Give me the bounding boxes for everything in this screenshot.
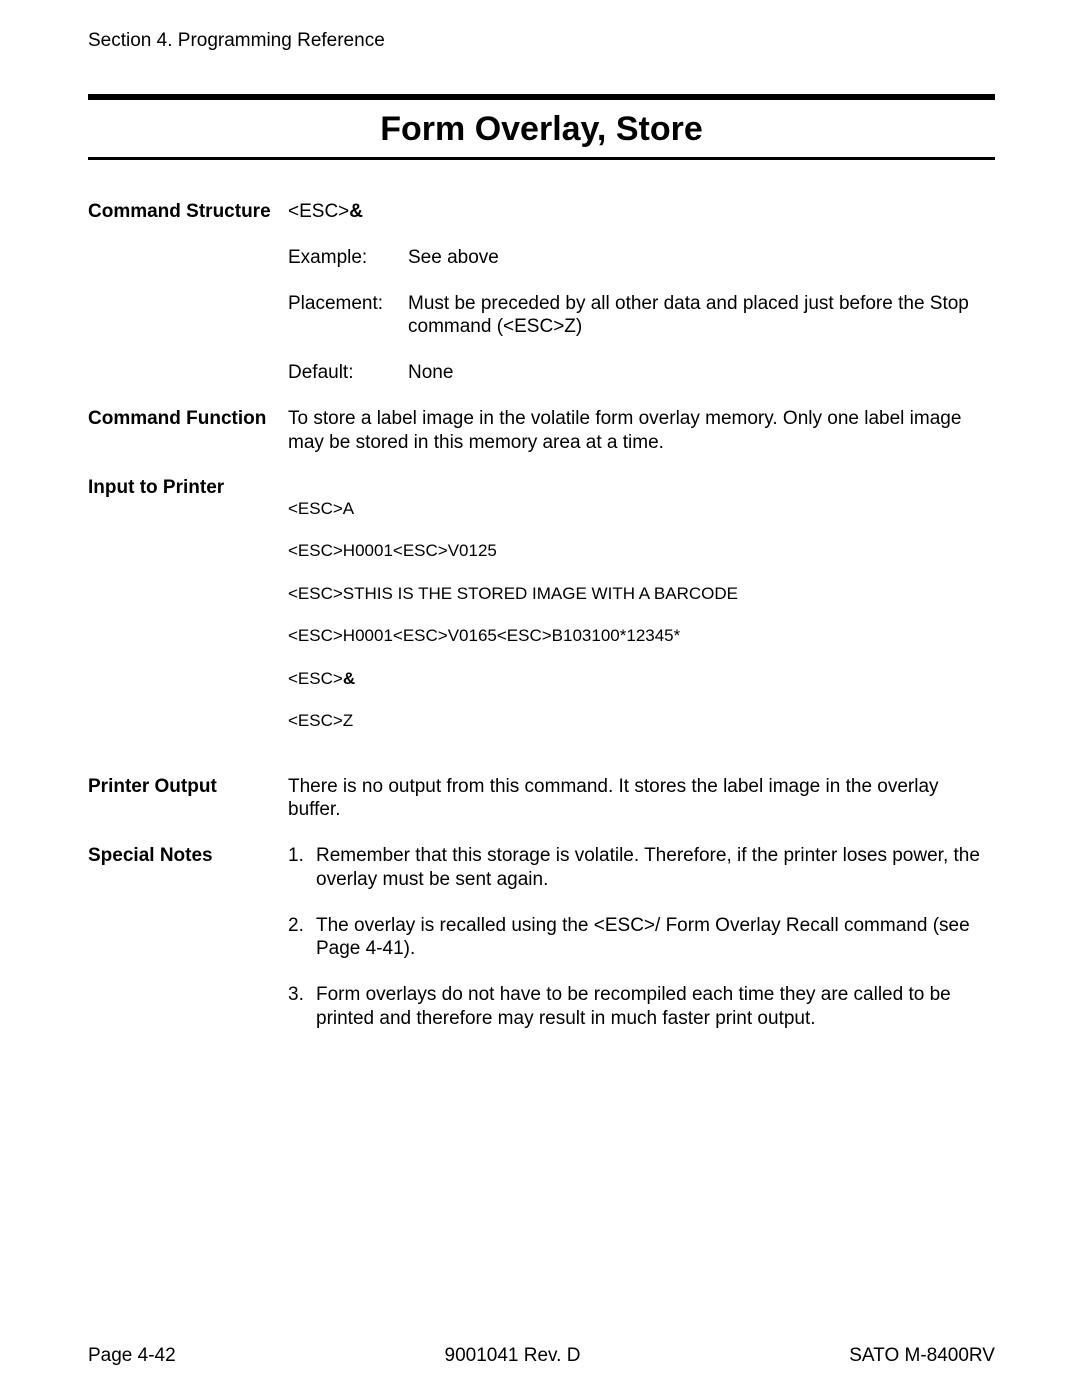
row-command-function: Command Function To store a label image … [88,407,995,455]
note-num-1: 1. [288,844,316,892]
note-num-3: 3. [288,983,316,1031]
note-text-1: Remember that this storage is volatile. … [316,844,995,892]
rule-bottom [88,157,995,160]
command-syntax: <ESC>& [288,200,363,224]
footer-right: SATO M-8400RV [849,1345,995,1367]
note-num-2: 2. [288,914,316,962]
example-label: Example: [288,246,408,270]
title-block: Form Overlay, Store [88,94,995,160]
note-item-3: 3. Form overlays do not have to be recom… [288,983,995,1031]
section-header: Section 4. Programming Reference [88,30,995,52]
default-label: Default: [288,361,408,385]
syntax-bold: & [349,201,363,222]
placement-value: Must be preceded by all other data and p… [408,292,995,340]
example-value: See above [408,246,995,270]
value-special-notes: 1. Remember that this storage is volatil… [288,844,995,1053]
syntax-prefix: <ESC> [288,201,349,222]
code-line-3: <ESC>STHIS IS THE STORED IMAGE WITH A BA… [288,583,995,604]
note-item-2: 2. The overlay is recalled using the <ES… [288,914,995,962]
page: Section 4. Programming Reference Form Ov… [0,0,1080,1397]
page-title: Form Overlay, Store [88,110,995,149]
footer: Page 4-42 9001041 Rev. D SATO M-8400RV [88,1345,995,1367]
footer-left: Page 4-42 [88,1345,176,1367]
note-text-2: The overlay is recalled using the <ESC>/… [316,914,995,962]
footer-center: 9001041 Rev. D [445,1345,581,1367]
note-text-3: Form overlays do not have to be recompil… [316,983,995,1031]
default-value: None [408,361,995,385]
value-input-to-printer: <ESC>A <ESC>H0001<ESC>V0125 <ESC>STHIS I… [288,476,995,752]
code-line-4: <ESC>H0001<ESC>V0165<ESC>B103100*12345* [288,625,995,646]
label-command-structure: Command Structure [88,200,288,224]
code-line-2: <ESC>H0001<ESC>V0125 [288,540,995,561]
code-line-5-bold: & [343,669,355,688]
value-command-structure: <ESC>& Example: See above Placement: Mus… [288,200,995,385]
placement-label: Placement: [288,292,408,316]
content: Command Structure <ESC>& Example: See ab… [88,200,995,1053]
row-input-to-printer: Input to Printer <ESC>A <ESC>H0001<ESC>V… [88,476,995,752]
label-special-notes: Special Notes [88,844,288,868]
value-printer-output: There is no output from this command. It… [288,775,995,823]
note-item-1: 1. Remember that this storage is volatil… [288,844,995,892]
label-command-function: Command Function [88,407,288,431]
code-line-5: <ESC>& [288,668,995,689]
row-command-structure: Command Structure <ESC>& Example: See ab… [88,200,995,385]
row-printer-output: Printer Output There is no output from t… [88,775,995,823]
code-line-5-prefix: <ESC> [288,669,343,688]
label-input-to-printer: Input to Printer [88,476,288,500]
rule-top [88,94,995,100]
row-special-notes: Special Notes 1. Remember that this stor… [88,844,995,1053]
code-line-1: <ESC>A [288,498,995,519]
label-printer-output: Printer Output [88,775,288,799]
code-line-6: <ESC>Z [288,710,995,731]
value-command-function: To store a label image in the volatile f… [288,407,995,455]
